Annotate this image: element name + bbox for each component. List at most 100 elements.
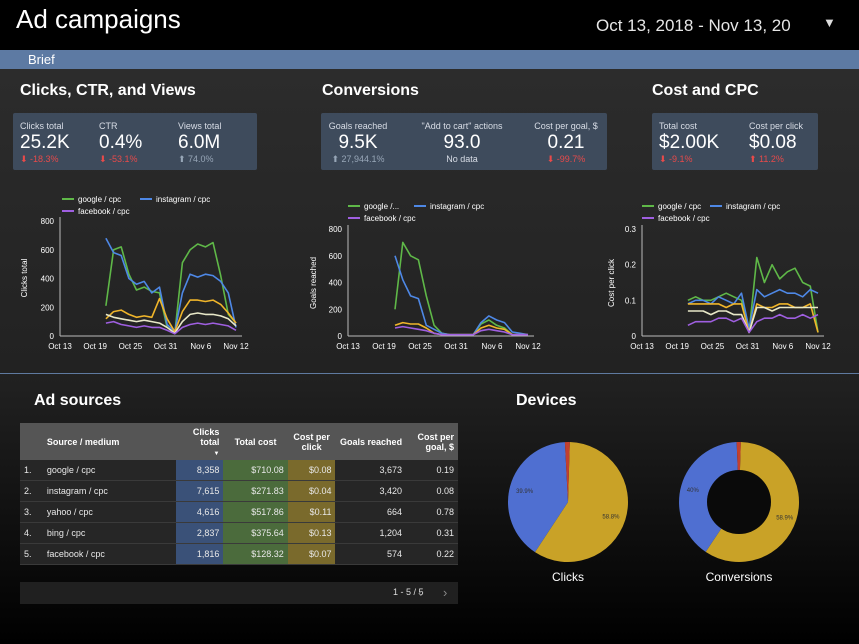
kpi-card-conversions	[321, 113, 607, 170]
cell-total-cost: $517.86	[223, 501, 288, 523]
cell-clicks-total: 8,358	[175, 460, 224, 481]
y-tick-label: 200	[41, 303, 55, 312]
slice-label: 40%	[687, 488, 700, 494]
kpi-goals-reached: Goals reached 9.5K ⬆ 27,944.1%	[328, 121, 388, 164]
kpi-clicks-total: Clicks total 25.2K ⬇ -18.3%	[20, 121, 70, 164]
cell-cost-per-goal: 0.78	[406, 501, 458, 523]
cell-total-cost: $128.32	[223, 543, 288, 565]
clicks-line-chart: 0 200 400 600 800 Oct 13 Oct 19 Oct 25 Oct 31 Nov…	[20, 195, 249, 351]
y-tick-label: 400	[329, 279, 343, 288]
cell-total-cost: $271.83	[223, 480, 288, 502]
section-title-devices: Devices	[516, 392, 577, 409]
brief-bar[interactable]: Brief	[0, 50, 859, 69]
series-line	[105, 297, 237, 333]
cell-cost-per-goal: 0.08	[406, 480, 458, 502]
cell-cost-per-goal: 0.22	[406, 543, 458, 565]
x-tick-label: Oct 25	[408, 342, 432, 351]
cell-goals-reached: 664	[335, 501, 407, 523]
cell-total-cost: $710.08	[223, 460, 288, 481]
y-tick-label: 400	[41, 275, 55, 284]
y-axis-label: Cost per click	[607, 258, 616, 307]
x-tick-label: Oct 19	[665, 342, 689, 351]
column-cost-per-click[interactable]: Cost per click	[287, 423, 336, 460]
y-tick-label: 0.3	[625, 225, 637, 234]
kpi-add-to-cart: "Add to cart" actions 93.0 No data	[421, 121, 503, 164]
cell-source: instagram / cpc	[42, 480, 176, 502]
series-line	[687, 313, 819, 334]
cell-cost-per-click: $0.13	[287, 522, 336, 544]
cell-goals-reached: 574	[335, 543, 407, 565]
pie-slice	[564, 442, 570, 502]
cell-cost-per-goal: 0.31	[406, 522, 458, 544]
column-cost-per-goal[interactable]: Cost per goal, $	[406, 423, 458, 460]
cpc-line-chart: 0 0.1 0.2 0.3 Oct 13 Oct 19 Oct 25 Oct 31 Nov 6 N…	[607, 202, 831, 351]
next-page-icon[interactable]: ›	[443, 585, 448, 600]
x-tick-label: Nov 12	[223, 342, 249, 351]
cell-cost-per-click: $0.04	[287, 480, 336, 502]
prev-page-icon[interactable]: ‹	[418, 585, 423, 600]
cell-clicks-total: 4,616	[175, 501, 224, 523]
row-index: 1.	[20, 460, 43, 481]
x-tick-label: Oct 13	[336, 342, 360, 351]
pie-slice	[534, 442, 629, 563]
legend-entry: instagram / cpc	[430, 202, 484, 211]
x-tick-label: Oct 31	[444, 342, 468, 351]
chevron-down-icon[interactable]: ▼	[823, 15, 836, 30]
legend-entry: facebook / cpc	[658, 214, 710, 223]
cell-clicks-total: 1,816	[175, 543, 224, 565]
conversions-donut-chart: 58.9% 40% Conversions	[679, 442, 800, 584]
column-goals-reached[interactable]: Goals reached	[335, 423, 407, 460]
legend-entry: instagram / cpc	[156, 195, 210, 204]
table-footer: 1 - 5 / 5 ‹ ›	[20, 582, 458, 604]
y-tick-label: 800	[329, 225, 343, 234]
cell-cost-per-goal: 0.19	[406, 460, 458, 481]
cell-source: facebook / cpc	[42, 543, 176, 565]
kpi-cost-per-click: Cost per click $0.08 ⬆ 11.2%	[749, 121, 804, 164]
date-range-picker[interactable]: Oct 13, 2018 - Nov 13, 20	[596, 16, 791, 35]
pie-slice	[508, 442, 568, 553]
series-line	[394, 241, 528, 336]
x-tick-label: Oct 31	[154, 342, 178, 351]
header: Ad campaigns Oct 13, 2018 - Nov 13, 20 ▼	[0, 0, 859, 50]
table-row[interactable]: 5. facebook / cpc 1,816 $128.32 $0.07 574 0.22	[20, 543, 458, 565]
x-tick-label: Oct 19	[83, 342, 107, 351]
x-tick-label: Oct 13	[48, 342, 72, 351]
brief-label: Brief	[28, 52, 55, 67]
cell-cost-per-click: $0.07	[287, 543, 336, 565]
table-row[interactable]: 4. bing / cpc 2,837 $375.64 $0.13 1,204 0.31	[20, 522, 458, 544]
series-line	[687, 306, 818, 334]
x-tick-label: Nov 6	[772, 342, 793, 351]
column-source[interactable]: Source / medium	[42, 423, 176, 460]
donut-hole	[707, 470, 771, 534]
slice-label: 39.9%	[516, 489, 534, 495]
cell-source: yahoo / cpc	[42, 501, 176, 523]
section-title-clicks: Clicks, CTR, and Views	[20, 82, 196, 99]
y-tick-label: 0.1	[625, 296, 637, 305]
cell-total-cost: $375.64	[223, 522, 288, 544]
section-divider	[0, 373, 859, 374]
pie-title: Clicks	[552, 570, 584, 584]
y-axis-label: Clicks total	[20, 258, 29, 297]
legend-entry: facebook / cpc	[364, 214, 416, 223]
pagination-label: 1 - 5 / 5	[393, 587, 424, 597]
slice-label: 58.8%	[602, 515, 620, 521]
cell-goals-reached: 3,673	[335, 460, 407, 481]
y-tick-label: 0	[50, 332, 55, 341]
series-line	[394, 255, 529, 336]
column-total-cost[interactable]: Total cost	[223, 423, 288, 460]
table-row[interactable]: 3. yahoo / cpc 4,616 $517.86 $0.11 664 0.78	[20, 501, 458, 523]
kpi-card-cost	[652, 113, 818, 170]
series-line	[687, 256, 819, 334]
table-row[interactable]: 2. instagram / cpc 7,615 $271.83 $0.04 3,420 0…	[20, 480, 458, 502]
y-tick-label: 0	[338, 332, 343, 341]
kpi-views-total: Views total 6.0M ⬆ 74.0%	[178, 121, 222, 164]
x-tick-label: Nov 12	[805, 342, 831, 351]
row-index: 2.	[20, 480, 43, 502]
clicks-pie-chart: 58.8% 39.9% Clicks	[508, 442, 629, 584]
x-tick-label: Oct 19	[372, 342, 396, 351]
table-row[interactable]: 1. google / cpc 8,358 $710.08 $0.08 3,673 0.19	[20, 460, 458, 481]
section-title-conversions: Conversions	[322, 82, 419, 99]
column-clicks-total[interactable]: Clicks total ▼	[175, 423, 224, 460]
slice-label: 58.9%	[776, 516, 794, 522]
y-tick-label: 0.2	[625, 261, 637, 270]
